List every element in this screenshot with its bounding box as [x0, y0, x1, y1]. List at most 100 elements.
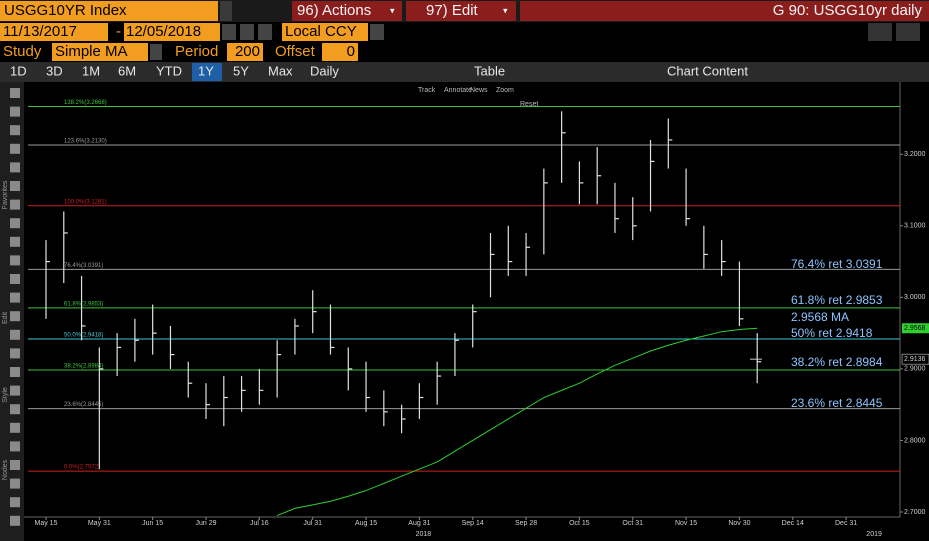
sidebar-icon[interactable]	[10, 181, 20, 191]
sidebar-icon[interactable]	[10, 162, 20, 173]
frequency-button[interactable]: Daily	[310, 63, 339, 78]
range-button[interactable]: YTD	[156, 63, 182, 78]
actions: 96) Actions	[297, 2, 371, 19]
sidebar-label: Favorites	[2, 180, 9, 209]
range-button[interactable]: 1M	[82, 63, 100, 78]
x-tick-label: Dec 31	[835, 520, 857, 527]
edit: 97) Edit	[426, 2, 479, 19]
active-range	[192, 63, 222, 81]
x-tick-label: Jun 15	[142, 520, 163, 527]
sidebar-icon[interactable]	[10, 422, 20, 433]
end-date[interactable]	[124, 23, 220, 41]
range-button[interactable]: 5Y	[233, 63, 249, 78]
fib-label: 50.0%(2.9418)	[64, 333, 103, 339]
x-tick-label: May 15	[35, 520, 58, 527]
range-button[interactable]: 3D	[46, 63, 63, 78]
fib-label: 0.0%(2.7572)	[64, 465, 100, 471]
table-button[interactable]: Table	[474, 63, 505, 78]
y-tick-label: 2.9000	[904, 366, 926, 373]
last-price-label: 2.9136	[904, 356, 926, 363]
period-label: Period	[175, 43, 218, 60]
edit-button[interactable]	[406, 1, 516, 21]
sidebar-icon[interactable]	[10, 143, 20, 154]
sidebar-icon[interactable]	[10, 385, 20, 396]
chart-content-button[interactable]: Chart Content	[667, 63, 748, 78]
sidebar-icon[interactable]	[10, 88, 20, 98]
range-button[interactable]: 6M	[118, 63, 136, 78]
period-field[interactable]	[227, 43, 263, 61]
sidebar-icon[interactable]	[10, 199, 20, 210]
redo[interactable]	[896, 23, 920, 41]
sidebar-icon[interactable]	[10, 274, 20, 284]
range-button[interactable]: 1D	[10, 63, 27, 78]
dropdown[interactable]	[370, 24, 384, 40]
toolbar	[0, 62, 929, 82]
x-tick-label: Nov 15	[675, 520, 697, 527]
sidebar-icon[interactable]	[10, 441, 20, 452]
caret: ▾	[503, 5, 508, 15]
window-title-bar	[520, 1, 929, 21]
currency[interactable]	[282, 23, 368, 41]
sidebar-icon[interactable]	[10, 460, 20, 470]
period: 200	[235, 43, 260, 60]
calendar[interactable]	[222, 24, 236, 40]
fib-label: 76.4%(3.0391)	[64, 263, 103, 269]
sidebar-icon[interactable]	[10, 497, 20, 508]
y-tick-label: 2.7000	[904, 509, 926, 516]
dropdown[interactable]	[150, 44, 162, 60]
next[interactable]	[258, 24, 272, 40]
y-tick-label: 3.0000	[904, 294, 926, 301]
fib-label: 100.0%(3.1281)	[64, 199, 107, 205]
annotation: 61.8% ret 2.9853	[791, 293, 883, 307]
y-tick-label: 3.1000	[904, 223, 926, 230]
sidebar-icon[interactable]	[10, 329, 20, 340]
dropdown[interactable]	[220, 1, 232, 21]
study-label: Study	[3, 43, 42, 60]
reset-button[interactable]: Reset	[520, 101, 538, 108]
offset-label: Offset	[275, 43, 316, 60]
sidebar-icon[interactable]	[10, 311, 20, 322]
x-tick-label: Oct 15	[569, 520, 590, 527]
sidebar-icon[interactable]	[10, 292, 20, 303]
y-tick-label: 2.8000	[904, 437, 926, 444]
x-tick-label: Jul 16	[250, 520, 269, 527]
sidebar-icon[interactable]	[10, 478, 20, 489]
x-tick-label: Nov 30	[728, 520, 750, 527]
sidebar-icon[interactable]	[10, 255, 20, 266]
sidebar-label: Style	[2, 387, 9, 403]
sidebar-icon[interactable]	[10, 125, 20, 136]
sidebar-icon[interactable]	[10, 515, 20, 526]
x-tick-label: Jun 29	[196, 520, 217, 527]
sidebar-label: Nodes	[2, 459, 9, 480]
chart-tool[interactable]: Zoom	[496, 87, 514, 94]
sidebar-icon[interactable]	[10, 404, 20, 415]
ma-tag	[902, 323, 929, 334]
annotation: 50% ret 2.9418	[791, 326, 873, 340]
actions-button[interactable]	[292, 1, 402, 21]
year-label: 2019	[866, 531, 882, 538]
chart-tool[interactable]: Annotate	[444, 87, 472, 94]
undo[interactable]	[868, 23, 892, 41]
y-tick-label: 3.2000	[904, 151, 926, 158]
sidebar-icon[interactable]	[10, 348, 20, 359]
sidebar-label: Edit	[2, 312, 9, 324]
x-tick-label: Jul 31	[303, 520, 322, 527]
ticker-field[interactable]	[0, 1, 218, 21]
x-tick-label: Dec 14	[782, 520, 804, 527]
chart-tool[interactable]: News	[470, 87, 488, 94]
sidebar-icon[interactable]	[10, 218, 20, 229]
x-tick-label: Oct 31	[622, 520, 643, 527]
sidebar-icon[interactable]	[10, 236, 20, 247]
chart: 2.7000 2.8000 2.9000 3.0000 3.1000 3.2000 May …	[24, 82, 929, 538]
start-date[interactable]	[0, 23, 108, 41]
study-field[interactable]	[52, 43, 148, 61]
currency-text: Local CCY	[285, 23, 357, 40]
chart-tool[interactable]: Track	[418, 87, 436, 94]
offset-field[interactable]	[322, 43, 358, 61]
range-button[interactable]: Max	[268, 63, 293, 78]
sidebar-icon[interactable]	[10, 367, 20, 377]
prev[interactable]	[240, 24, 254, 40]
range-button[interactable]: 1Y	[198, 63, 214, 78]
sidebar-icon[interactable]	[10, 106, 20, 117]
